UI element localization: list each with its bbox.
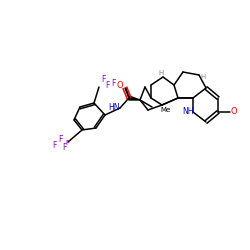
- Text: NH: NH: [182, 108, 194, 116]
- Text: Me: Me: [160, 107, 170, 113]
- Polygon shape: [129, 96, 140, 100]
- Text: H: H: [200, 74, 205, 80]
- Text: O: O: [231, 108, 237, 116]
- Text: HN: HN: [108, 102, 120, 112]
- Text: F: F: [52, 142, 56, 150]
- Text: F: F: [58, 136, 62, 144]
- Text: O: O: [117, 82, 123, 90]
- Text: F: F: [111, 78, 115, 88]
- Text: H: H: [158, 70, 164, 76]
- Text: F: F: [62, 144, 66, 152]
- Text: F: F: [65, 140, 69, 146]
- Text: F: F: [105, 80, 109, 90]
- Text: F: F: [101, 74, 105, 84]
